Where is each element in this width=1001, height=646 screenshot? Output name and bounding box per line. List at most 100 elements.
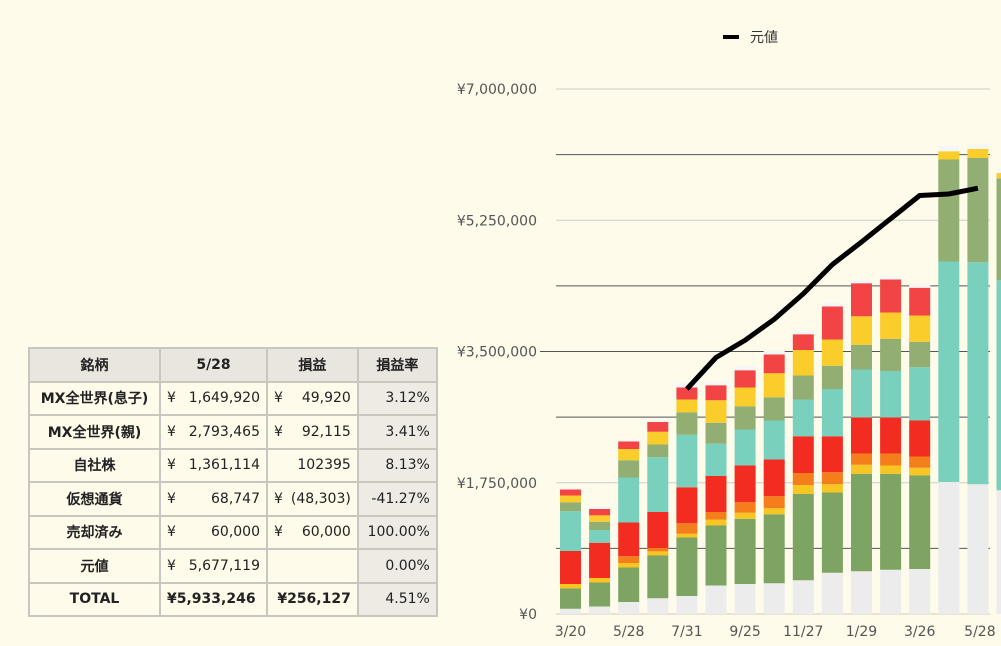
bar-segment (676, 387, 698, 400)
row-profit-rate: -41.27% (356, 481, 438, 517)
bar-segment (967, 262, 989, 485)
bar-segment (618, 460, 640, 478)
bar-segment (880, 338, 902, 371)
bar-segment (880, 569, 902, 614)
bar-segment (792, 494, 814, 581)
row-name: 売却済み (28, 514, 161, 550)
bar-segment (676, 533, 698, 538)
row-profit-rate: 3.41% (356, 414, 438, 450)
bar-segment (647, 551, 669, 556)
bar-segment (821, 572, 843, 614)
bar-segment (763, 514, 785, 584)
x-tick-label: 11/27 (783, 624, 823, 640)
y-tick-label: ¥5,250,000 (457, 213, 537, 229)
bar-segment (851, 473, 872, 572)
bar-segment (938, 261, 960, 482)
bar-segment (676, 434, 698, 488)
bar-segment (821, 306, 843, 340)
bar-segment (763, 508, 785, 515)
bar-segment (647, 444, 669, 458)
bar-segment (705, 422, 727, 444)
bar-segment (763, 354, 785, 374)
bar-segment (560, 584, 581, 589)
bar-segment (705, 512, 727, 520)
bar-segment (647, 598, 669, 614)
bar-segment (647, 512, 669, 548)
bar-segment (589, 521, 611, 530)
row-name: MX全世界(息子) (28, 380, 161, 416)
bar-segment (880, 465, 902, 474)
total-profit-loss: ¥256,127 (266, 581, 359, 617)
row-amount: 60,000 (211, 524, 260, 541)
x-tick-label: 3/26 (904, 624, 936, 640)
bar-segment (996, 490, 1001, 614)
bar-segment (763, 350, 785, 355)
x-tick-label: 9/25 (729, 624, 760, 640)
table-row: 自社株 ¥1,361,114 102395 8.13% (28, 447, 438, 483)
legend-label: 元値 (750, 30, 778, 46)
bar-segment (938, 482, 960, 614)
row-name: 仮想通貨 (28, 481, 161, 517)
bar-segment (560, 489, 581, 496)
bar-segment (589, 578, 611, 583)
bar-segment (589, 530, 611, 543)
bar-segment (705, 381, 727, 386)
bar-segment (821, 302, 843, 307)
bar-segment (851, 344, 872, 370)
bar-segment (938, 146, 960, 152)
bar-segment (792, 334, 814, 350)
bar-segment (821, 472, 843, 485)
y-tick-label: ¥3,500,000 (457, 345, 537, 361)
yen-sign: ¥ (274, 423, 283, 440)
bar-segment (676, 537, 698, 596)
bar-segment (618, 439, 640, 442)
total-profit-rate: 4.51% (356, 581, 438, 617)
bar-segment (909, 420, 931, 457)
row-amount: 5,677,119 (188, 557, 260, 574)
bar-segment (647, 422, 669, 432)
bar-segment (996, 173, 1001, 179)
bar-segment (618, 449, 640, 461)
bar-segment (560, 495, 581, 503)
bar-segment (909, 467, 931, 476)
yen-sign: ¥ (167, 490, 176, 507)
row-profit-rate: 3.12% (356, 380, 438, 416)
row-profit-loss: 92,115 (301, 423, 351, 440)
bar-segment (880, 279, 902, 313)
bar-segment (792, 485, 814, 494)
header-ticker: 銘柄 (28, 347, 161, 383)
x-tick-label: 1/29 (846, 624, 877, 640)
yen-sign: ¥ (274, 390, 283, 407)
bar-segment (647, 419, 669, 422)
header-date: 5/28 (159, 347, 268, 383)
bar-segment (880, 371, 902, 418)
bar-segment (880, 473, 902, 570)
bar-segment (880, 275, 902, 280)
bar-segment (618, 556, 640, 563)
bar-segment (967, 149, 989, 158)
bar-segment (909, 569, 931, 614)
bar-segment (851, 316, 872, 345)
bar-segment (851, 571, 872, 614)
bar-segment (734, 518, 756, 584)
bar-segment (560, 608, 581, 614)
bar-segment (705, 585, 727, 614)
bar-segment (618, 477, 640, 523)
bar-segment (734, 502, 756, 513)
bar-segment (909, 341, 931, 368)
bar-segment (792, 330, 814, 335)
cost-basis-line (685, 185, 979, 391)
bar-segment (647, 431, 669, 445)
bar-segment (618, 602, 640, 614)
bar-segment (705, 476, 727, 512)
bar-segment (851, 464, 872, 474)
bar-segment (792, 580, 814, 614)
bar-segment (618, 567, 640, 602)
bar-segment (938, 151, 960, 160)
bar-segment (734, 512, 756, 519)
bar-segment (792, 399, 814, 437)
bar-segment (821, 436, 843, 473)
bar-segment (734, 387, 756, 407)
bar-segment (763, 583, 785, 614)
